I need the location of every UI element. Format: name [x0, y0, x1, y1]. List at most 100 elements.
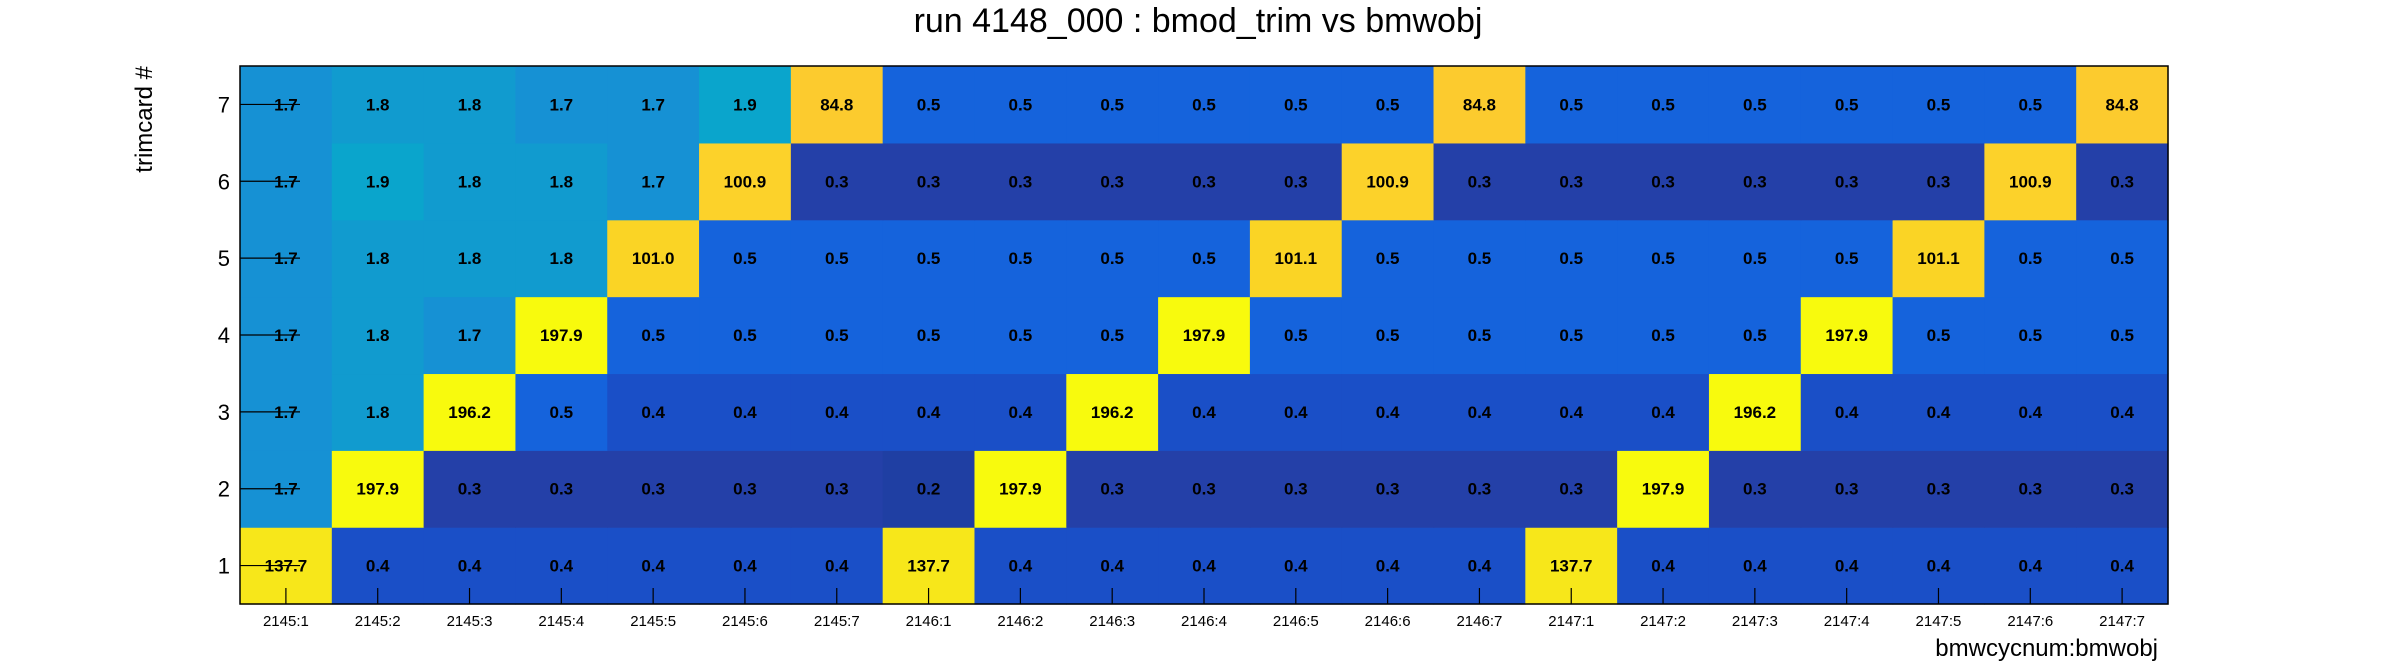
heatmap-cell	[699, 296, 792, 375]
cell-value-label: 196.2	[1091, 403, 1134, 422]
cell-value-label: 1.8	[458, 249, 482, 268]
heatmap-cell	[974, 142, 1067, 221]
cell-value-label: 0.5	[825, 249, 849, 268]
cell-value-label: 0.5	[1100, 95, 1124, 114]
cell-value-label: 0.5	[1743, 326, 1767, 345]
heatmap-cell	[1984, 373, 2077, 451]
heatmap-cell	[1708, 296, 1802, 375]
cell-value-label: 0.5	[733, 249, 757, 268]
cell-value-label: 0.3	[1009, 172, 1033, 191]
x-tick-label: 2146:5	[1273, 613, 1319, 630]
cell-value-label: 0.4	[1376, 403, 1400, 422]
x-tick-label: 2146:3	[1089, 613, 1135, 630]
cell-value-label: 0.4	[458, 557, 482, 576]
cell-value-label: 0.3	[1927, 480, 1951, 499]
cell-value-label: 0.5	[1009, 326, 1033, 345]
heatmap-cell	[1525, 66, 1618, 144]
cell-value-label: 0.5	[1559, 249, 1583, 268]
heatmap-cell	[1617, 142, 1710, 221]
heatmap-cell	[1249, 296, 1343, 375]
heatmap-cell	[882, 66, 976, 144]
heatmap-cell	[1892, 219, 1985, 298]
heatmap-cell	[515, 450, 608, 528]
heatmap-cell	[882, 219, 976, 298]
cell-value-label: 0.4	[1009, 557, 1033, 576]
heatmap-cell	[1800, 219, 1894, 298]
x-tick-label: 2146:7	[1456, 613, 1502, 630]
x-tick-label: 2145:1	[263, 613, 309, 630]
x-tick-label: 2147:7	[2099, 613, 2145, 630]
heatmap-cell	[1617, 66, 1710, 144]
cell-value-label: 84.8	[2106, 95, 2139, 114]
cell-value-label: 0.4	[1835, 557, 1859, 576]
cell-value-label: 0.3	[1835, 172, 1859, 191]
cell-value-label: 0.5	[1927, 95, 1951, 114]
cell-value-label: 0.4	[1927, 403, 1951, 422]
cell-value-label: 0.3	[2018, 480, 2042, 499]
heatmap-cell	[423, 142, 517, 221]
cell-value-label: 0.5	[917, 95, 941, 114]
cell-value-label: 0.3	[1468, 172, 1492, 191]
cell-value-label: 0.3	[1100, 172, 1124, 191]
cell-value-label: 0.5	[550, 403, 574, 422]
cell-value-label: 101.0	[632, 249, 675, 268]
cell-value-label: 0.4	[1468, 403, 1492, 422]
cell-value-label: 0.4	[733, 403, 757, 422]
heatmap-cell	[607, 450, 700, 528]
heatmap-cell	[1249, 142, 1343, 221]
cell-value-label: 0.5	[1376, 95, 1400, 114]
heatmap-cell	[607, 142, 700, 221]
heatmap-cell	[515, 296, 608, 375]
cell-value-label: 1.8	[366, 95, 390, 114]
cell-value-label: 0.4	[1009, 403, 1033, 422]
cell-value-label: 0.5	[1468, 249, 1492, 268]
heatmap-cell	[515, 142, 608, 221]
cell-value-label: 101.1	[1275, 249, 1318, 268]
heatmap-cell	[1341, 373, 1435, 451]
cell-value-label: 0.3	[641, 480, 665, 499]
cell-value-label: 0.3	[1559, 172, 1583, 191]
cell-value-label: 197.9	[1183, 326, 1226, 345]
cell-value-label: 0.3	[1192, 172, 1216, 191]
heatmap-cell	[1984, 142, 2077, 221]
cell-value-label: 84.8	[820, 95, 853, 114]
cell-value-label: 1.9	[366, 172, 390, 191]
heatmap-cell	[331, 296, 425, 375]
cell-value-label: 1.8	[366, 249, 390, 268]
cell-value-label: 0.5	[2110, 326, 2134, 345]
cell-value-label: 0.4	[366, 557, 390, 576]
cell-value-label: 0.5	[1284, 326, 1308, 345]
heatmap-cell	[1066, 296, 1159, 375]
cell-value-label: 1.8	[550, 172, 574, 191]
cell-value-label: 1.7	[458, 326, 482, 345]
heatmap-cell	[515, 219, 608, 298]
y-tick-label: 6	[218, 169, 230, 194]
heatmap-cell	[1433, 66, 1526, 144]
heatmap-cell	[331, 142, 425, 221]
heatmap-cell	[2076, 66, 2169, 144]
cell-value-label: 0.4	[1743, 557, 1767, 576]
heatmap-cell	[1984, 219, 2077, 298]
cell-value-label: 0.4	[2110, 557, 2134, 576]
heatmap-cell	[882, 450, 976, 528]
heatmap-cell	[1249, 450, 1343, 528]
heatmap-cell	[331, 450, 425, 528]
heatmap-cell	[423, 450, 517, 528]
heatmap-cell	[2076, 142, 2169, 221]
x-tick-label: 2145:4	[538, 613, 584, 630]
heatmap-cell	[1341, 296, 1435, 375]
cell-value-label: 0.4	[2110, 403, 2134, 422]
heatmap-cell	[1158, 142, 1251, 221]
cell-value-label: 137.7	[1550, 557, 1593, 576]
cell-value-label: 0.5	[1835, 95, 1859, 114]
heatmap-cell	[515, 66, 608, 144]
cell-value-label: 0.4	[1468, 557, 1492, 576]
heatmap-cell	[1800, 373, 1894, 451]
heatmap-cell	[1525, 373, 1618, 451]
heatmap-cell	[423, 66, 517, 144]
cell-value-label: 0.5	[1651, 326, 1675, 345]
cell-value-label: 0.3	[825, 480, 849, 499]
heatmap-cell	[1341, 450, 1435, 528]
heatmap-cell	[1158, 373, 1251, 451]
y-tick-label: 7	[218, 92, 230, 117]
